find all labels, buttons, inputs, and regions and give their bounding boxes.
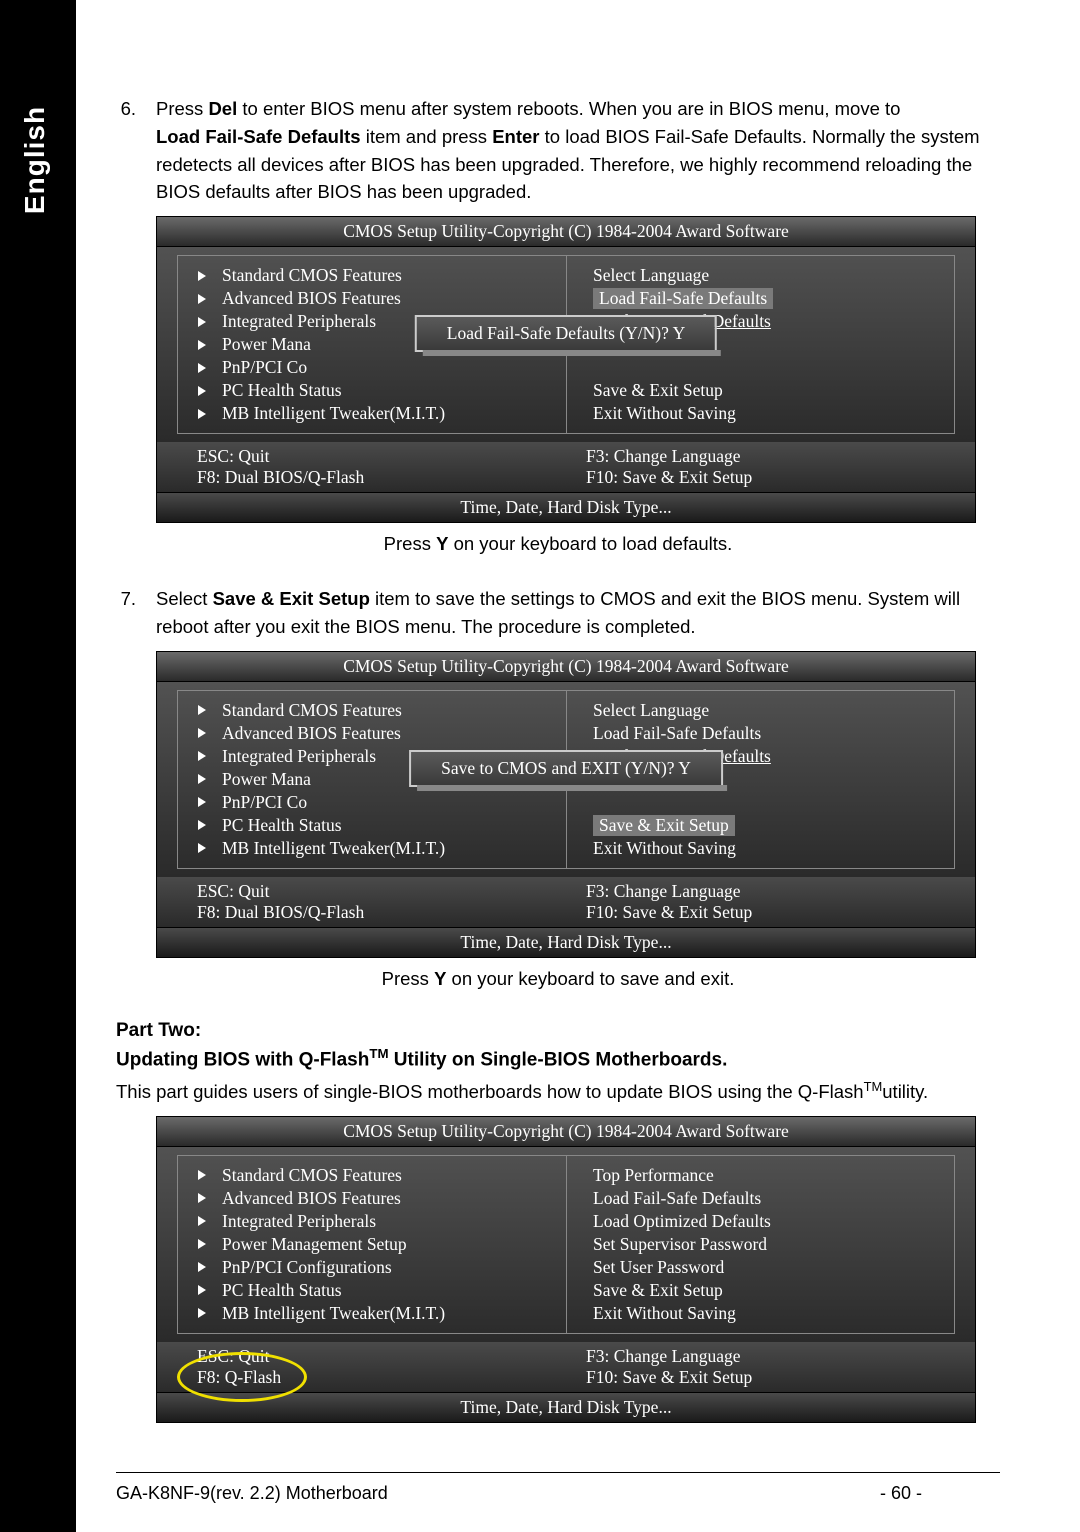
triangle-icon [198,340,206,350]
sub-heading: Updating BIOS with Q-FlashTM Utility on … [116,1046,1000,1071]
bios-right-col: Top Performance Load Fail-Safe Defaults … [566,1156,954,1333]
triangle-icon [198,363,206,373]
triangle-icon [198,1285,206,1295]
triangle-icon [198,1308,206,1318]
caption-2: Press Y on your keyboard to save and exi… [116,968,1000,990]
bios-status-bar: Time, Date, Hard Disk Type... [157,927,975,957]
triangle-icon [198,294,206,304]
bios-status-bar: Time, Date, Hard Disk Type... [157,1392,975,1422]
page-footer: GA-K8NF-9(rev. 2.2) Motherboard - 60 - [116,1472,1000,1504]
bios-left-col: Standard CMOS Features Advanced BIOS Fea… [178,1156,566,1333]
language-tab: English [10,90,60,230]
bios-title: CMOS Setup Utility-Copyright (C) 1984-20… [157,1117,975,1147]
bios-title: CMOS Setup Utility-Copyright (C) 1984-20… [157,217,975,247]
step-6-num: 6. [116,95,136,206]
triangle-icon [198,271,206,281]
bios-body: Standard CMOS Features Advanced BIOS Fea… [157,1147,975,1342]
footer-model: GA-K8NF-9(rev. 2.2) Motherboard [116,1483,880,1504]
triangle-icon [198,386,206,396]
triangle-icon [198,728,206,738]
triangle-icon [198,1262,206,1272]
step-7-body: Select Save & Exit Setup item to save th… [156,585,1000,641]
step-6-body: Press Del to enter BIOS menu after syste… [156,95,1000,206]
bios-screen-3: CMOS Setup Utility-Copyright (C) 1984-20… [156,1116,976,1423]
triangle-icon [198,409,206,419]
triangle-icon [198,705,206,715]
bios-title: CMOS Setup Utility-Copyright (C) 1984-20… [157,652,975,682]
triangle-icon [198,1170,206,1180]
caption-1: Press Y on your keyboard to load default… [116,533,1000,555]
bios-body: Standard CMOS Features Advanced BIOS Fea… [157,682,975,877]
bios-screen-2: CMOS Setup Utility-Copyright (C) 1984-20… [156,651,976,958]
triangle-icon [198,317,206,327]
triangle-icon [198,1216,206,1226]
highlighted-item: Load Fail-Safe Defaults [593,288,773,309]
step-7-num: 7. [116,585,136,641]
triangle-icon [198,843,206,853]
triangle-icon [198,774,206,784]
bios-status-bar: Time, Date, Hard Disk Type... [157,492,975,522]
bios-body: Standard CMOS Features Advanced BIOS Fea… [157,247,975,442]
bios-key-row: ESC: Quit F8: Q-Flash F3: Change Languag… [157,1342,975,1392]
bios-key-row: ESC: Quit F8: Dual BIOS/Q-Flash F3: Chan… [157,877,975,927]
language-tab-label: English [19,106,51,214]
highlighted-item: Save & Exit Setup [593,815,735,836]
triangle-icon [198,1193,206,1203]
bios-key-row: ESC: Quit F8: Dual BIOS/Q-Flash F3: Chan… [157,442,975,492]
footer-page-number: - 60 - [880,1483,1000,1504]
part-two-heading: Part Two: [116,1020,1000,1042]
body-text: This part guides users of single-BIOS mo… [116,1077,1000,1106]
step-7: 7. Select Save & Exit Setup item to save… [116,585,1000,641]
triangle-icon [198,1239,206,1249]
triangle-icon [198,751,206,761]
page-content: 6. Press Del to enter BIOS menu after sy… [76,0,1080,1532]
bios-popup-dialog: Save to CMOS and EXIT (Y/N)? Y [409,750,723,787]
bios-popup-dialog: Load Fail-Safe Defaults (Y/N)? Y [415,315,717,352]
bios-screen-1: CMOS Setup Utility-Copyright (C) 1984-20… [156,216,976,523]
step-6: 6. Press Del to enter BIOS menu after sy… [116,95,1000,206]
triangle-icon [198,797,206,807]
triangle-icon [198,820,206,830]
